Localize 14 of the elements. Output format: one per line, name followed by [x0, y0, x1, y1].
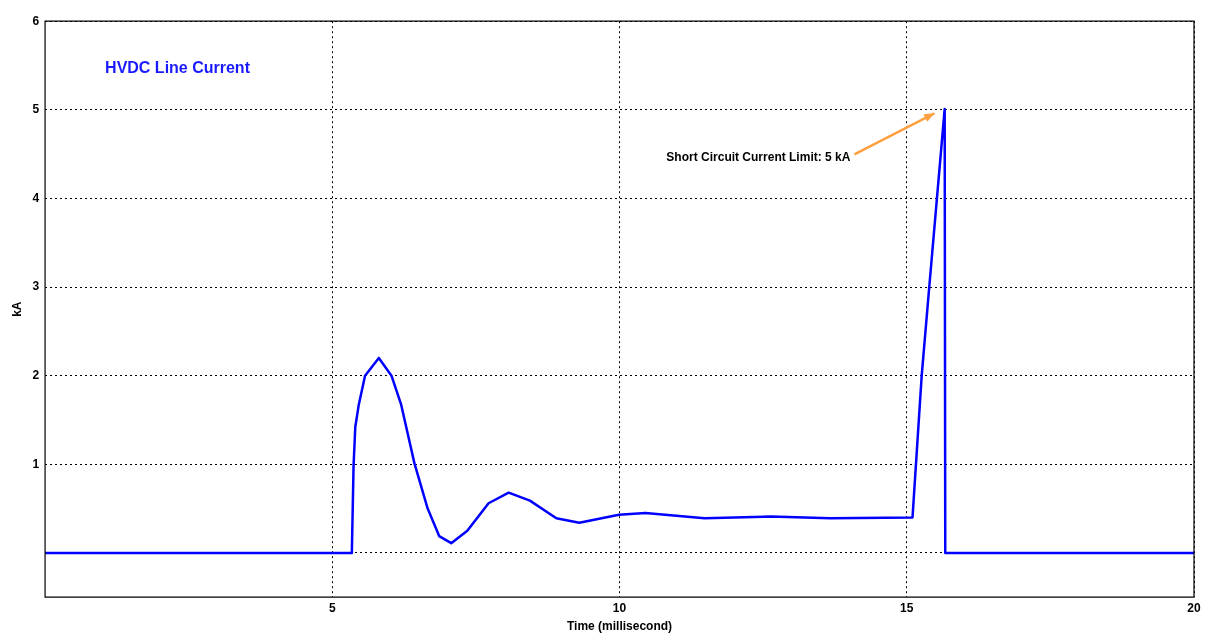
y-tick-label: 6 — [32, 13, 40, 28]
x-axis-title: Time (millisecond) — [566, 619, 673, 634]
y-tick-label: 1 — [32, 456, 40, 471]
text: HVDC Line Current — [105, 58, 251, 76]
y-tick-label: 5 — [32, 102, 40, 117]
y-tick-label: 3 — [32, 279, 40, 294]
x-tick-label: 15 — [900, 600, 914, 615]
x-tick-label: 5 — [328, 600, 336, 615]
y-tick-label: 2 — [32, 367, 40, 382]
y-tick-label: 4 — [32, 190, 40, 205]
x-tick-label: 10 — [612, 600, 627, 615]
x-tick-label: 20 — [1187, 600, 1201, 615]
annotation: Short Circuit Current Limit: 5 kA — [666, 149, 851, 164]
y-axis-title: kA — [9, 301, 24, 317]
